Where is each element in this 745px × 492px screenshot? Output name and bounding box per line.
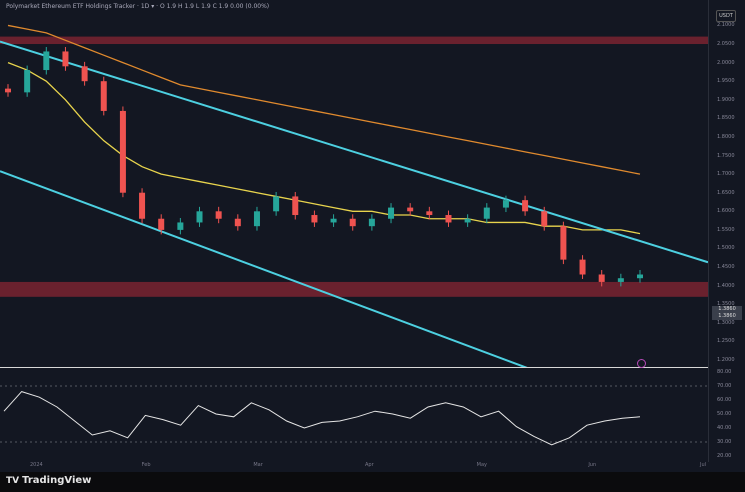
time-tick-label: Jun (588, 462, 597, 468)
price-tick-label: 1.4000 (717, 282, 735, 289)
candle-body (100, 81, 107, 111)
rsi-tick-label: 50.00 (717, 411, 732, 417)
time-tick-label: Mar (253, 462, 263, 468)
candle-body (196, 211, 203, 223)
price-tick-label: 1.5000 (717, 245, 735, 252)
price-tick-label: 1.2500 (717, 338, 735, 345)
candle-body (368, 218, 375, 227)
price-tick-label: 1.2000 (717, 357, 735, 363)
candle-body (426, 211, 433, 216)
time-tick-label: Feb (141, 462, 151, 468)
candle-body (273, 196, 280, 212)
candle-body (349, 218, 356, 227)
candle-body (330, 218, 337, 223)
candle-body (560, 226, 567, 260)
rsi-tick-label: 40.00 (717, 425, 732, 431)
tradingview-brand: TradingView (22, 475, 92, 486)
price-tick-label: 1.5500 (717, 226, 735, 233)
footer-bar: TV TradingView (0, 472, 745, 492)
candle-body (62, 51, 69, 67)
ma-fast-line (7, 62, 641, 235)
time-tick-label: Jul (700, 462, 707, 468)
candle-body (5, 88, 11, 93)
price-tick-label: 1.9000 (717, 96, 735, 103)
rsi-tick-label: 20.00 (717, 453, 732, 459)
price-tick-label: 2.0000 (717, 59, 735, 66)
candle-body (215, 211, 222, 219)
price-tick-label: 2.1000 (717, 22, 735, 29)
candle-body (177, 222, 184, 230)
candle-body (388, 207, 395, 219)
rsi-tick-label: 70.00 (717, 383, 732, 389)
candle-body (24, 70, 31, 93)
candle-body (407, 207, 414, 212)
currency-badge[interactable]: USDT (716, 10, 736, 22)
tradingview-logo[interactable]: TV TradingView (6, 475, 91, 486)
candle-body (253, 211, 260, 227)
support-zone (0, 281, 708, 297)
price-tick-label: 2.0500 (717, 41, 735, 48)
candle-body (234, 218, 241, 227)
price-tick-label: 1.6500 (717, 189, 735, 196)
price-tick-label: 1.6000 (717, 208, 735, 215)
candle-body (483, 207, 490, 219)
candle-body (617, 278, 624, 282)
price-tick-label: 1.7500 (717, 152, 735, 159)
candle-body (158, 218, 165, 230)
candle-body (292, 196, 299, 216)
time-tick-label: 2024 (30, 462, 43, 468)
candle-body (598, 274, 605, 282)
candle-body (502, 200, 509, 208)
candle-body (81, 66, 88, 82)
price-tick-label: 1.4500 (717, 264, 735, 271)
price-tick-label: 1.3000 (717, 319, 735, 326)
candle-body (522, 200, 529, 212)
event-flag-icon[interactable] (637, 359, 646, 368)
rsi-tick-label: 80.00 (717, 369, 732, 375)
price-chart-pane[interactable] (0, 0, 745, 368)
price-tick-label: 1.9500 (717, 78, 735, 85)
candle-body (139, 192, 146, 219)
candle-body (311, 215, 318, 223)
price-tick-label: 1.8500 (717, 115, 735, 122)
candle-body (637, 274, 643, 279)
candle-body (445, 215, 452, 223)
tradingview-logo-icon: TV (6, 476, 20, 486)
time-tick-label: May (476, 462, 487, 468)
price-tick-label: 1.8000 (717, 133, 735, 140)
last-price-value: 1.3860 (718, 306, 736, 312)
last-price-label: 1.3860 1.3860 (712, 306, 742, 320)
channel-upper-line (0, 40, 709, 264)
channel-lower-line (0, 170, 531, 368)
rsi-plot-background (0, 368, 708, 462)
candle-body (43, 51, 50, 71)
price-tick-label: 1.3500 (717, 301, 735, 308)
rsi-line (3, 391, 641, 446)
time-axis[interactable]: 2024 Feb Mar Apr May Jun Jul (0, 462, 708, 472)
rsi-tick-label: 30.00 (717, 439, 732, 445)
pane-separator[interactable] (0, 367, 708, 368)
time-tick-label: Apr (365, 462, 374, 468)
candle-body (119, 110, 126, 193)
candle-body (579, 259, 586, 275)
candle-body (541, 211, 548, 227)
last-price-countdown: 1.3860 (718, 313, 736, 319)
ma-slow-line (7, 24, 641, 175)
price-tick-label: 1.7000 (717, 171, 735, 178)
price-axis-separator (708, 0, 709, 462)
chart-symbol-info[interactable]: Polymarket Ethereum ETF Holdings Tracker… (6, 3, 270, 10)
price-plot-background (0, 0, 708, 368)
rsi-tick-label: 60.00 (717, 397, 732, 403)
resistance-zone (0, 36, 708, 45)
rsi-pane[interactable] (0, 368, 745, 462)
candle-body (464, 218, 471, 223)
